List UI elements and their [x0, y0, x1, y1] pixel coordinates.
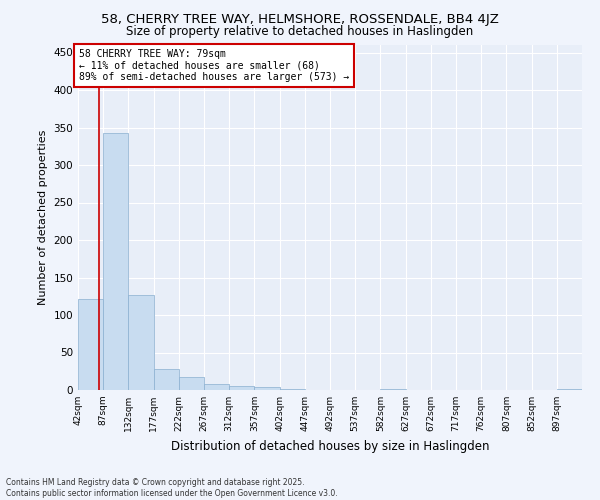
- Bar: [280, 389, 305, 390]
- Text: 58, CHERRY TREE WAY, HELMSHORE, ROSSENDALE, BB4 4JZ: 58, CHERRY TREE WAY, HELMSHORE, ROSSENDA…: [101, 12, 499, 26]
- Bar: [179, 378, 204, 390]
- Text: Size of property relative to detached houses in Haslingden: Size of property relative to detached ho…: [127, 25, 473, 38]
- Bar: [78, 298, 103, 390]
- Bar: [229, 386, 254, 390]
- Y-axis label: Number of detached properties: Number of detached properties: [38, 130, 48, 305]
- Bar: [128, 294, 154, 390]
- Bar: [254, 387, 280, 390]
- Bar: [204, 384, 229, 390]
- Bar: [380, 389, 406, 390]
- Bar: [557, 389, 582, 390]
- Bar: [103, 132, 128, 390]
- Bar: [154, 369, 179, 390]
- Text: 58 CHERRY TREE WAY: 79sqm
← 11% of detached houses are smaller (68)
89% of semi-: 58 CHERRY TREE WAY: 79sqm ← 11% of detac…: [79, 49, 349, 82]
- X-axis label: Distribution of detached houses by size in Haslingden: Distribution of detached houses by size …: [171, 440, 489, 452]
- Text: Contains HM Land Registry data © Crown copyright and database right 2025.
Contai: Contains HM Land Registry data © Crown c…: [6, 478, 338, 498]
